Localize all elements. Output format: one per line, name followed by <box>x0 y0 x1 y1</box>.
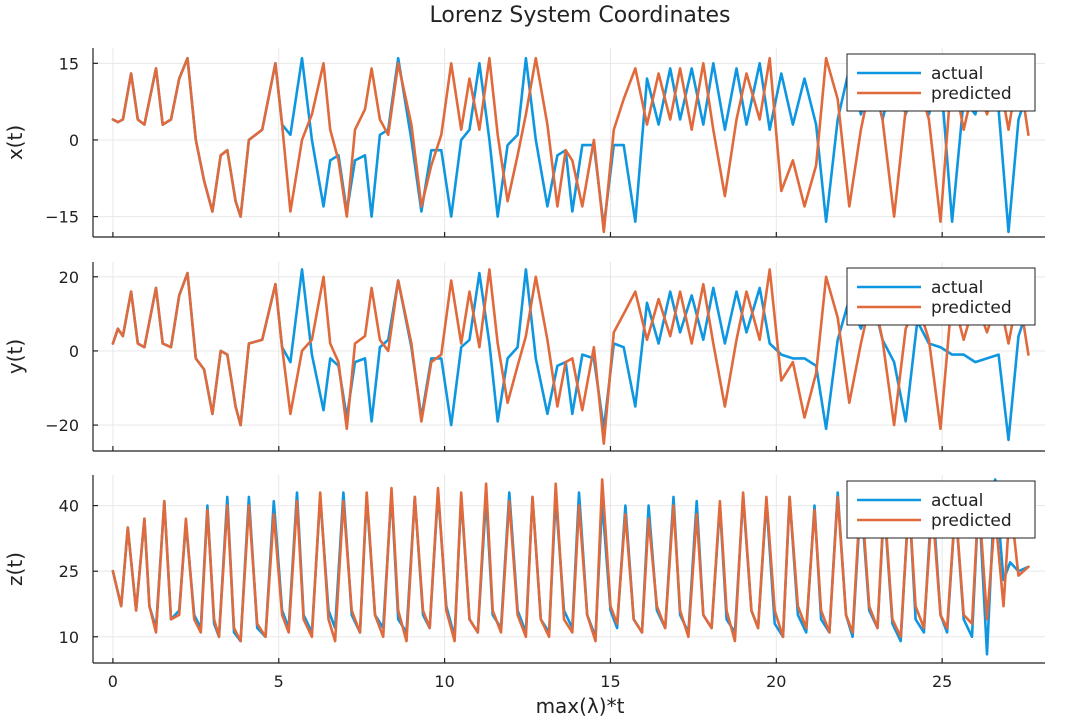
y-axis-label: z(t) <box>3 552 27 586</box>
x-tick-label: 5 <box>274 672 284 691</box>
x-tick-label: 10 <box>434 672 454 691</box>
y-tick-label: 10 <box>59 628 79 647</box>
legend-label-actual: actual <box>931 64 983 84</box>
y-tick-label: 0 <box>69 342 79 361</box>
series-group <box>111 478 1030 656</box>
y-tick-label: 20 <box>59 268 79 287</box>
y-axis-label: x(t) <box>3 125 27 160</box>
legend-box <box>846 267 1036 326</box>
series-line-predicted <box>111 478 1030 643</box>
x-tick-label: 15 <box>600 672 620 691</box>
y-axis-label: y(t) <box>3 339 27 374</box>
panels: −15015x(t)actualpredicted−20020y(t)actua… <box>3 48 1045 691</box>
y-tick-label: −15 <box>45 208 79 227</box>
legend-label-actual: actual <box>931 278 983 298</box>
legend-label-actual: actual <box>931 491 983 511</box>
series-line-predicted <box>111 268 1030 445</box>
x-tick-label: 20 <box>766 672 786 691</box>
y-tick-label: 40 <box>59 497 79 516</box>
x-tick-label: 25 <box>932 672 952 691</box>
legend-label-predicted: predicted <box>931 84 1012 104</box>
legend-label-predicted: predicted <box>931 298 1012 318</box>
y-tick-label: −20 <box>45 416 79 435</box>
legend-box <box>846 480 1036 539</box>
series-line-predicted <box>111 56 1030 234</box>
x-axis-label: max(λ)*t <box>536 694 625 718</box>
y-tick-label: 0 <box>69 131 79 150</box>
legend-box <box>846 53 1036 112</box>
x-tick-label: 0 <box>108 672 118 691</box>
y-tick-label: 25 <box>59 562 79 581</box>
y-tick-label: 15 <box>59 54 79 73</box>
chart-title: Lorenz System Coordinates <box>429 3 730 28</box>
legend-label-predicted: predicted <box>931 511 1012 531</box>
